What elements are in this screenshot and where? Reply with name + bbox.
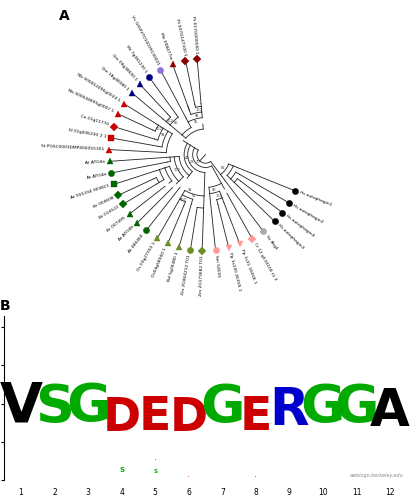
Text: Br 014522: Br 014522 xyxy=(98,205,120,220)
Text: G: G xyxy=(301,382,345,434)
Text: 94: 94 xyxy=(160,133,165,137)
Text: 2: 2 xyxy=(52,488,57,498)
Text: Pt 007G147100 1: Pt 007G147100 1 xyxy=(175,18,187,56)
Text: 7: 7 xyxy=(220,488,225,498)
Text: 12: 12 xyxy=(386,488,395,498)
Text: Hs autophagin4: Hs autophagin4 xyxy=(285,214,315,238)
Text: 70: 70 xyxy=(196,160,200,164)
Text: Sm 54035: Sm 54035 xyxy=(214,255,220,278)
Text: 40: 40 xyxy=(185,156,189,160)
Text: 6: 6 xyxy=(186,488,191,498)
Text: Cr 12 g510100 t1 3: Cr 12 g510100 t1 3 xyxy=(253,242,277,282)
Text: 1: 1 xyxy=(18,488,23,498)
Text: D: D xyxy=(170,396,208,442)
Text: A: A xyxy=(370,388,410,438)
Text: 90: 90 xyxy=(212,188,216,192)
Text: Bd 5g26480 1: Bd 5g26480 1 xyxy=(167,252,180,282)
Text: Br 007495: Br 007495 xyxy=(106,216,127,232)
Text: 3: 3 xyxy=(85,488,90,498)
Text: Pt 017G000500 1: Pt 017G000500 1 xyxy=(192,16,199,54)
Text: G: G xyxy=(200,382,245,434)
Text: 10: 10 xyxy=(318,488,328,498)
Text: V: V xyxy=(0,380,42,434)
Text: Nb S00052496g0024 1: Nb S00052496g0024 1 xyxy=(76,72,121,102)
Text: Gm 09g38000 1: Gm 09g38000 1 xyxy=(111,54,138,82)
Text: Zm 2G064212 T01: Zm 2G064212 T01 xyxy=(181,254,192,295)
Text: 8: 8 xyxy=(254,488,258,498)
Text: G: G xyxy=(66,382,110,434)
Text: At ATG4b: At ATG4b xyxy=(118,225,135,242)
Text: S: S xyxy=(153,469,157,474)
Text: 9: 9 xyxy=(287,488,292,498)
Text: Nb S00044895g0007 1: Nb S00044895g0007 1 xyxy=(67,89,115,114)
Text: Vv GSVIVT010039130001: Vv GSVIVT010039130001 xyxy=(130,15,160,66)
Text: Os04g58560 1: Os04g58560 1 xyxy=(152,247,168,278)
Text: At ATG4a: At ATG4a xyxy=(85,160,105,165)
Text: S: S xyxy=(119,466,124,472)
Text: 100: 100 xyxy=(180,198,186,202)
Text: B: B xyxy=(0,298,11,312)
Text: 100: 100 xyxy=(195,108,202,112)
Text: Hs autophagin2: Hs autophagin2 xyxy=(292,204,324,224)
Text: Os 03g27350 1: Os 03g27350 1 xyxy=(136,242,157,272)
Text: 4: 4 xyxy=(119,488,124,498)
Text: Ca 01g11770: Ca 01g11770 xyxy=(80,114,109,127)
Text: 91: 91 xyxy=(188,188,193,192)
Text: 96: 96 xyxy=(195,114,199,117)
Text: Pp 1s130 263V6 1: Pp 1s130 263V6 1 xyxy=(228,252,242,292)
Text: 5: 5 xyxy=(153,488,157,498)
Text: 11: 11 xyxy=(352,488,361,498)
Text: At ATG4a: At ATG4a xyxy=(86,172,106,180)
Text: 100: 100 xyxy=(173,168,180,172)
Text: At 486460: At 486460 xyxy=(128,233,145,254)
Text: weblogo.berkeley.edu: weblogo.berkeley.edu xyxy=(349,474,403,478)
Text: Sl 01g006230 2 1: Sl 01g006230 2 1 xyxy=(67,128,106,139)
Text: 51: 51 xyxy=(191,194,196,198)
Text: 55: 55 xyxy=(194,120,198,124)
Text: Me 008477m: Me 008477m xyxy=(159,32,173,60)
Text: Hs autophagin1: Hs autophagin1 xyxy=(298,190,332,208)
Text: Hs autophagin3: Hs autophagin3 xyxy=(277,224,305,250)
Text: R: R xyxy=(270,386,309,436)
Text: Br 004608: Br 004608 xyxy=(92,196,115,209)
Text: 28: 28 xyxy=(189,160,194,164)
Text: Zm 2G173682 T01: Zm 2G173682 T01 xyxy=(199,256,204,296)
Text: E: E xyxy=(139,394,171,440)
Text: 80: 80 xyxy=(173,121,178,125)
Text: At 935334 903821: At 935334 903821 xyxy=(70,184,110,200)
Text: E: E xyxy=(240,394,272,440)
Text: St PGSC0003DMP400055301: St PGSC0003DMP400055301 xyxy=(41,144,104,152)
Text: Gm 18g48380 1: Gm 18g48380 1 xyxy=(100,66,129,91)
Text: D: D xyxy=(102,396,141,442)
Text: 100: 100 xyxy=(215,194,222,198)
Text: 100: 100 xyxy=(156,128,162,132)
Text: S: S xyxy=(35,382,74,434)
Text: A: A xyxy=(60,8,70,22)
Text: G: G xyxy=(334,382,379,434)
Text: Pp 1s31 164V6 1: Pp 1s31 164V6 1 xyxy=(240,248,257,284)
Text: 100: 100 xyxy=(167,120,174,124)
Text: 85: 85 xyxy=(221,166,225,170)
Text: Sc Atg4: Sc Atg4 xyxy=(265,234,278,250)
Text: Mt 7g081230 1: Mt 7g081230 1 xyxy=(125,45,148,74)
